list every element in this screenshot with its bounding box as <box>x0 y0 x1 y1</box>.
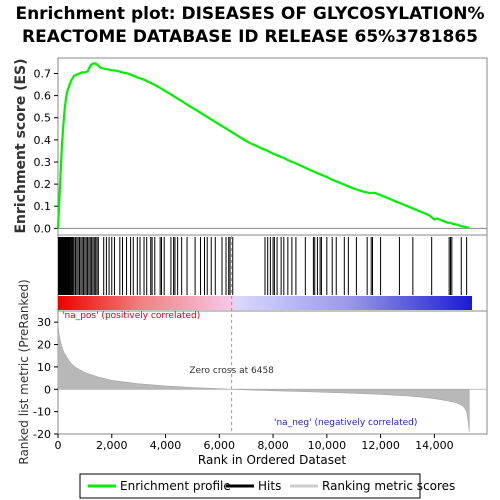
enrichment-profile-line <box>56 62 470 229</box>
hits-barcode <box>58 237 468 295</box>
negative-correlation-label: 'na_neg' (negatively correlated) <box>274 418 417 428</box>
x-tick-label: 0 <box>55 439 62 452</box>
legend-hits-label: Hits <box>258 479 281 493</box>
chart-title-line1: Enrichment plot: DISEASES OF GLYCOSYLATI… <box>15 4 484 24</box>
positive-correlation-label: 'na_pos' (positively correlated) <box>62 311 200 321</box>
x-tick-label: 14,000 <box>415 439 454 452</box>
enrichment-profile-path <box>56 62 470 229</box>
es-y-tick-label: 0.5 <box>34 112 52 125</box>
x-axis: 0 2,000 4,000 6,000 8,000 10,000 12,000 14,000 <box>55 434 454 452</box>
x-tick-label: 8,000 <box>257 439 289 452</box>
ranked-y-tick-label: -10 <box>33 406 51 419</box>
zero-cross-label: Zero cross at 6458 <box>189 366 274 376</box>
es-y-tick-label: 0.1 <box>34 200 52 213</box>
correlation-color-bar <box>58 296 472 310</box>
x-tick-label: 12,000 <box>361 439 400 452</box>
ranked-y-axis: -20 -10 0 10 20 30 <box>33 316 58 441</box>
x-tick-label: 10,000 <box>308 439 347 452</box>
es-y-tick-label: 0.3 <box>34 156 52 169</box>
ranked-y-tick-label: 30 <box>37 316 51 329</box>
es-y-tick-label: 0.0 <box>34 222 52 235</box>
es-y-tick-label: 0.7 <box>34 67 52 80</box>
x-tick-label: 2,000 <box>96 439 128 452</box>
es-y-axis: 0.0 0.1 0.2 0.3 0.4 0.5 0.6 0.7 <box>34 67 58 235</box>
es-y-tick-label: 0.6 <box>34 90 52 103</box>
es-y-tick-label: 0.4 <box>34 134 52 147</box>
chart-title-line2: REACTOME DATABASE ID RELEASE 65%3781865 <box>22 27 478 47</box>
ranked-y-tick-label: 0 <box>44 383 51 396</box>
ranked-y-tick-label: 10 <box>37 361 51 374</box>
ranking-metric-area <box>57 322 487 432</box>
ranked-y-tick-label: -20 <box>33 428 51 441</box>
x-axis-label: Rank in Ordered Dataset <box>198 453 346 467</box>
x-tick-label: 4,000 <box>150 439 182 452</box>
ranked-panel-frame <box>57 310 488 435</box>
ranked-y-tick-label: 20 <box>37 339 51 352</box>
es-panel-frame <box>57 57 488 236</box>
legend-enrichment-label: Enrichment profile <box>120 479 231 493</box>
es-y-axis-label: Enrichment score (ES) <box>13 58 29 233</box>
x-tick-label: 6,000 <box>204 439 236 452</box>
legend-ranking-label: Ranking metric scores <box>322 479 455 493</box>
ranked-y-axis-label: Ranked list metric (PreRanked) <box>17 279 31 464</box>
es-y-tick-label: 0.2 <box>34 178 52 191</box>
